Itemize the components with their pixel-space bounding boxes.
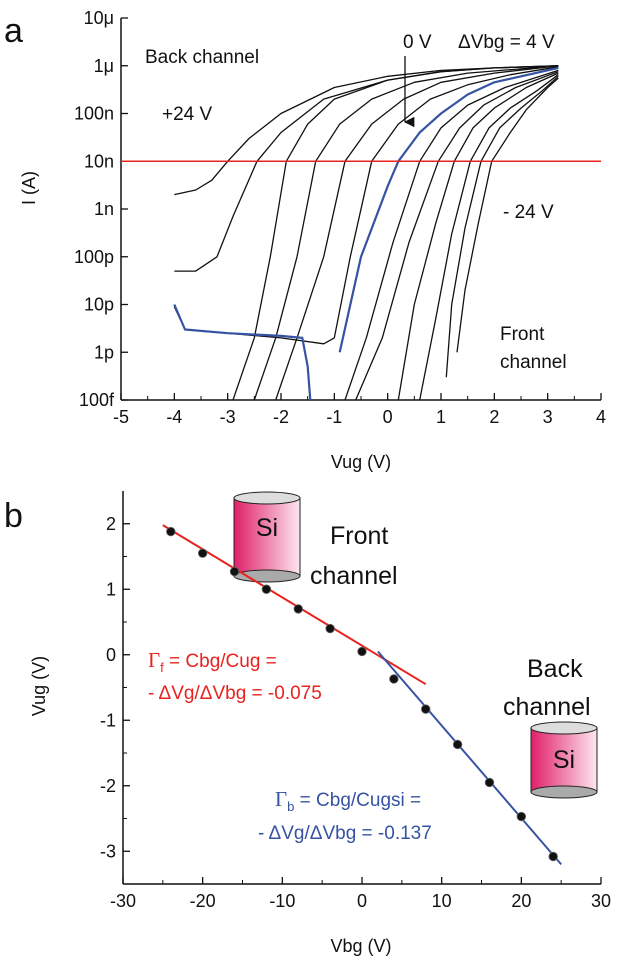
cylinder-bottom <box>530 785 598 799</box>
annotation: - 24 V <box>503 202 554 223</box>
y-tick-label: 1n <box>94 199 114 219</box>
y-tick-label: 2 <box>106 514 116 534</box>
x-tick-label: -3 <box>220 407 236 427</box>
y-tick-label: 100p <box>74 247 114 267</box>
point <box>389 674 399 684</box>
x-tick-label: -4 <box>166 407 182 427</box>
y-tick-label: -3 <box>100 841 116 861</box>
annotation: channel <box>500 352 567 373</box>
curve <box>275 65 559 401</box>
point <box>197 548 208 558</box>
annotation: Back <box>527 655 583 683</box>
x-tick-label: 3 <box>543 407 553 427</box>
panel-letter: b <box>4 497 23 535</box>
point <box>484 777 495 788</box>
subscript: b <box>287 799 294 814</box>
annotation: - ΔVg/ΔVbg = -0.137 <box>258 823 432 844</box>
curve <box>344 69 559 401</box>
x-tick-label: -2 <box>273 407 289 427</box>
cylinder-bottom <box>233 569 301 583</box>
x-tick-label: -10 <box>269 891 295 911</box>
y-tick-label: 10μ <box>84 8 114 28</box>
y-tick-label: 0 <box>106 645 116 665</box>
point <box>357 646 367 657</box>
point <box>293 604 303 614</box>
curve <box>397 72 559 401</box>
annotation: channel <box>310 562 398 590</box>
annotation: +24 V <box>162 104 213 125</box>
annotation: - ΔVg/ΔVbg = -0.075 <box>148 683 322 704</box>
x-tick-label: -20 <box>190 891 216 911</box>
x-tick-label: 2 <box>489 407 499 427</box>
formula: = Cbg/Cugsi = <box>294 790 421 811</box>
y-tick-label: 1 <box>106 579 116 599</box>
si-label: Si <box>256 514 278 542</box>
x-axis-title: Vug (V) <box>331 452 391 472</box>
x-tick-label: 1 <box>436 407 446 427</box>
annotation: channel <box>503 693 591 721</box>
point <box>421 704 431 714</box>
point <box>229 566 240 577</box>
curve <box>456 77 559 353</box>
curve <box>173 66 559 345</box>
curve <box>173 66 559 401</box>
point <box>516 811 527 822</box>
cylinder-top <box>233 491 301 505</box>
si-label: Si <box>553 746 575 774</box>
cylinder-top <box>530 721 598 735</box>
y-tick-label: 100f <box>79 390 115 410</box>
curve <box>174 65 559 196</box>
subscript: f <box>160 660 164 675</box>
point <box>452 739 463 750</box>
annotation: ΔVbg = 4 V <box>458 32 555 53</box>
annotation: Front <box>330 522 388 550</box>
y-tick-label: -2 <box>100 776 116 796</box>
symbol: Γ <box>148 648 160 672</box>
point <box>166 526 176 537</box>
y-tick-label: 10p <box>84 295 114 315</box>
curve <box>232 65 559 401</box>
y-tick-label: -1 <box>100 710 116 730</box>
x-tick-label: -5 <box>113 407 129 427</box>
y-tick-label: 1p <box>94 342 114 362</box>
fit-line <box>377 650 562 866</box>
point <box>261 584 272 594</box>
x-tick-label: 0 <box>383 407 393 427</box>
x-tick-label: 30 <box>591 891 611 911</box>
y-tick-label: 100n <box>74 104 114 124</box>
y-tick-label: 1μ <box>94 56 114 76</box>
formula: = Cbg/Cug = <box>164 651 277 672</box>
cylinder-body <box>530 727 598 793</box>
x-tick-label: 4 <box>596 407 606 427</box>
annotation: Γb = Cbg/Cugsi = <box>275 787 421 814</box>
point <box>548 851 558 862</box>
annotation: Γf = Cbg/Cug = <box>148 648 277 675</box>
annotation: Back channel <box>145 47 259 68</box>
annotation: 0 V <box>403 32 432 53</box>
y-tick-label: 10n <box>84 151 114 171</box>
si-icon: Si <box>530 721 598 799</box>
x-tick-label: -1 <box>326 407 342 427</box>
panel-letter: a <box>4 12 23 50</box>
y-axis-title: Vug (V) <box>29 656 49 716</box>
curve <box>253 65 559 401</box>
x-tick-label: 20 <box>511 891 531 911</box>
point <box>325 623 335 634</box>
si-icon: Si <box>233 491 301 583</box>
curve <box>355 71 559 401</box>
curve <box>419 74 559 401</box>
x-tick-label: 10 <box>432 891 452 911</box>
symbol: Γ <box>275 787 287 811</box>
y-axis-title: I (A) <box>19 171 39 205</box>
curve <box>445 75 559 378</box>
x-tick-label: 0 <box>357 891 367 911</box>
x-tick-label: -30 <box>110 891 136 911</box>
annotation: Front <box>500 324 545 345</box>
x-axis-title: Vbg (V) <box>330 936 391 956</box>
